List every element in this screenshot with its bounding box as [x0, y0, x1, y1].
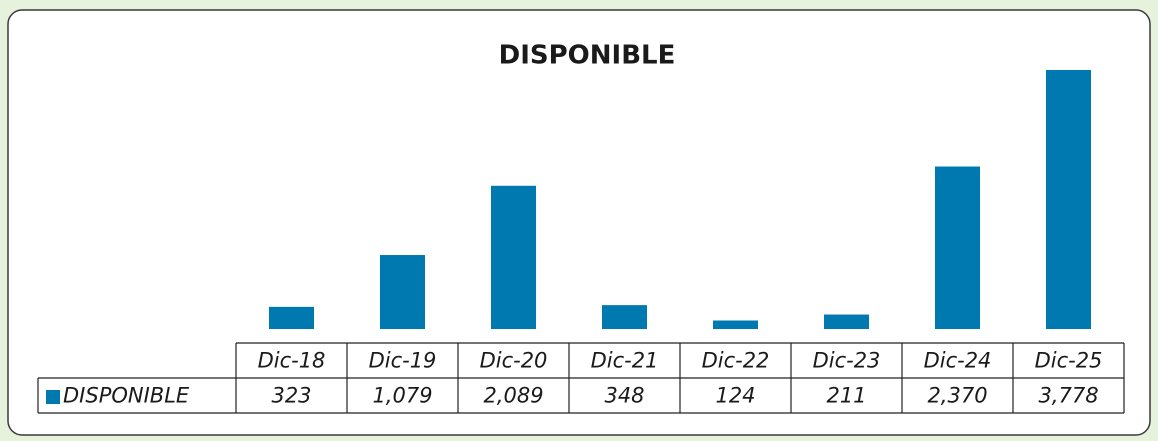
x-tick-label: Dic-20 [480, 349, 548, 373]
x-tick-label: Dic-19 [369, 349, 437, 373]
data-label: 2,089 [483, 384, 543, 408]
data-label: 323 [271, 384, 311, 408]
data-label: 211 [826, 384, 866, 408]
x-tick-label: Dic-18 [258, 349, 326, 373]
x-tick-label: Dic-21 [591, 349, 659, 373]
data-label: 3,778 [1038, 384, 1098, 408]
data-label: 2,370 [927, 384, 987, 408]
x-tick-label: Dic-23 [813, 349, 881, 373]
bar [935, 166, 980, 329]
bar [491, 185, 536, 329]
data-label: 1,079 [372, 384, 432, 408]
x-tick-label: Dic-22 [702, 349, 770, 373]
bar [602, 305, 647, 329]
data-label: 348 [604, 384, 644, 408]
x-tick-label: Dic-24 [924, 349, 992, 373]
legend-swatch [46, 390, 60, 404]
bar [1046, 70, 1091, 329]
bar [380, 255, 425, 329]
bar [713, 320, 758, 329]
bar [269, 306, 314, 329]
data-label: 124 [715, 384, 755, 408]
legend-label: DISPONIBLE [63, 384, 190, 408]
bar [824, 314, 869, 329]
chart-title: DISPONIBLE [499, 41, 676, 71]
x-tick-label: Dic-25 [1035, 349, 1103, 373]
